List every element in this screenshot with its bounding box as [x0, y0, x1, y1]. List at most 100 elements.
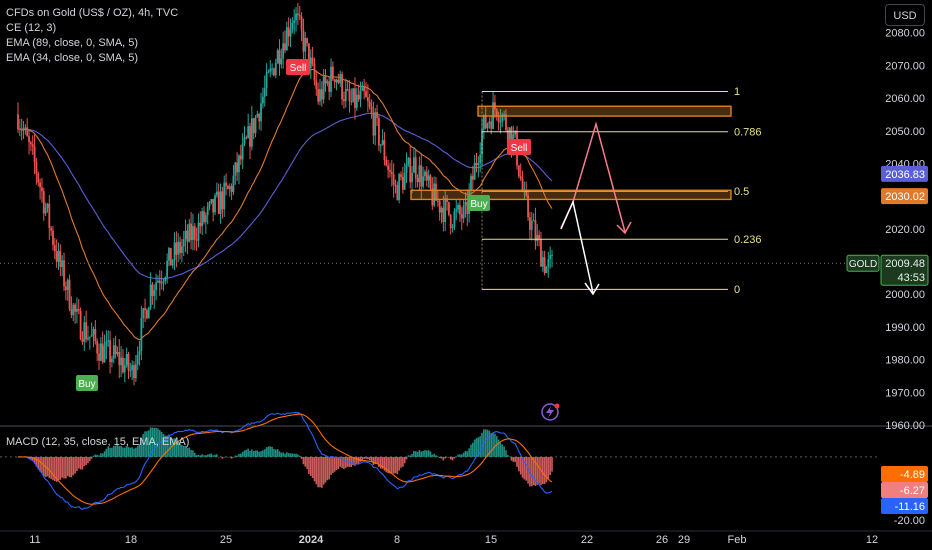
- candle-body: [545, 267, 548, 273]
- histogram-bar: [197, 454, 200, 457]
- histogram-bar: [361, 456, 364, 460]
- candle: [551, 249, 553, 268]
- candle-body: [435, 183, 437, 201]
- histogram-bar: [42, 456, 45, 477]
- currency-button[interactable]: USD: [885, 4, 925, 26]
- candle: [180, 239, 183, 263]
- histogram-bar: [317, 456, 319, 488]
- candle: [387, 159, 390, 179]
- candle-body: [232, 175, 235, 192]
- candle-body: [366, 97, 369, 102]
- candle-body: [486, 123, 489, 129]
- candle: [451, 224, 454, 233]
- candle-body: [517, 165, 520, 177]
- candle: [18, 118, 21, 137]
- candle-body: [72, 304, 75, 316]
- histogram-bar: [55, 456, 58, 482]
- indicator-ema34-label[interactable]: EMA (34, close, 0, SMA, 5): [6, 52, 139, 64]
- candle: [330, 58, 332, 97]
- candle-body: [505, 114, 507, 130]
- ema-34-line: [18, 68, 553, 341]
- candle-body: [22, 129, 25, 131]
- candle: [420, 153, 423, 200]
- sell-signal-tag: [286, 59, 310, 75]
- candle: [376, 104, 378, 127]
- candle: [134, 354, 137, 382]
- candle: [449, 214, 452, 235]
- sell-signal-label: Sell: [290, 63, 307, 74]
- histogram-bar: [166, 435, 168, 457]
- histogram-bar: [238, 453, 240, 457]
- candle-body: [42, 191, 45, 214]
- histogram-bar: [265, 447, 268, 457]
- candle-body: [387, 165, 390, 170]
- candle-body: [39, 182, 41, 188]
- candle-body: [482, 115, 485, 130]
- candle-body: [215, 191, 218, 196]
- histogram-bar: [249, 450, 251, 457]
- candle: [149, 272, 152, 311]
- candle: [239, 144, 242, 165]
- candle-body: [479, 154, 482, 164]
- candle-body: [180, 246, 183, 253]
- histogram-bar: [293, 453, 296, 457]
- histogram-bar: [413, 450, 415, 457]
- histogram-bar: [33, 456, 36, 464]
- candle: [405, 152, 408, 183]
- indicator-ema89-label[interactable]: EMA (89, close, 0, SMA, 5): [6, 37, 139, 49]
- candle: [438, 199, 441, 221]
- candle: [182, 230, 185, 256]
- candle: [265, 63, 268, 97]
- candle: [482, 114, 485, 140]
- candle: [497, 111, 500, 131]
- candle: [444, 189, 447, 231]
- histogram-bar: [63, 456, 65, 479]
- macd-value-label: -6.27: [900, 485, 925, 497]
- candle: [94, 320, 97, 345]
- histogram-bar: [155, 427, 157, 457]
- time-axis-tick: 18: [125, 534, 137, 546]
- candle-body: [471, 175, 474, 180]
- candle: [66, 278, 69, 301]
- candle: [282, 31, 285, 69]
- candle: [484, 106, 487, 130]
- price-axis-tick: 2050.00: [885, 126, 925, 138]
- candle-body: [138, 351, 141, 355]
- candle-body: [192, 226, 194, 241]
- histogram-bar: [61, 456, 63, 478]
- candle-body: [355, 94, 358, 108]
- indicator-ce-label[interactable]: CE (12, 3): [6, 22, 57, 34]
- histogram-bar: [378, 456, 380, 467]
- candle: [145, 308, 148, 320]
- candle-body: [543, 257, 546, 273]
- candle-body: [330, 66, 332, 92]
- candle-body: [193, 226, 196, 240]
- histogram-bar: [54, 456, 56, 482]
- candle: [53, 238, 56, 260]
- candle: [39, 178, 41, 200]
- histogram-bar: [300, 456, 303, 459]
- candle-body: [17, 114, 19, 130]
- histogram-bar: [140, 438, 143, 457]
- candle-body: [407, 157, 410, 165]
- histogram-bar: [541, 456, 544, 484]
- histogram-bar: [437, 456, 439, 457]
- candle: [151, 281, 154, 305]
- candle-body: [429, 175, 432, 189]
- candle: [109, 330, 111, 374]
- candle: [378, 114, 380, 152]
- projection-arrowhead: [616, 221, 632, 235]
- candle: [59, 244, 62, 276]
- candle-body: [245, 137, 248, 139]
- histogram-bar: [236, 455, 238, 457]
- histogram-bar: [363, 456, 365, 459]
- candle: [188, 218, 191, 243]
- histogram-bar: [116, 445, 119, 457]
- fib-level-label: 1: [734, 86, 740, 98]
- candle-body: [258, 113, 261, 122]
- histogram-bar: [77, 456, 80, 469]
- candle: [435, 176, 437, 201]
- histogram-bar: [322, 456, 325, 485]
- macd-indicator-label[interactable]: MACD (12, 35, close, 15, EMA, EMA): [6, 436, 190, 448]
